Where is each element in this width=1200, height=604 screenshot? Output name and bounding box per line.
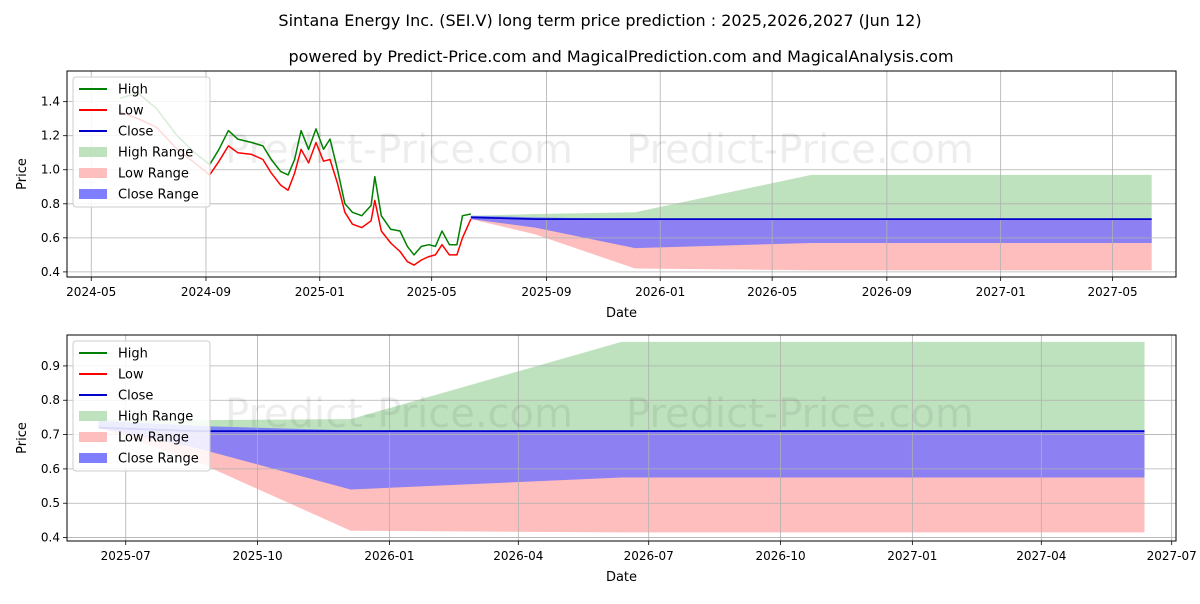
legend-label: High Range — [118, 410, 193, 425]
chart-subtitle: powered by Predict-Price.com and Magical… — [288, 47, 953, 66]
y-tick-label: 1.4 — [41, 95, 60, 109]
legend-label: Close Range — [118, 452, 199, 467]
legend-label: Low — [118, 104, 144, 119]
x-tick-label: 2026-05 — [747, 285, 797, 299]
legend-swatch-close-range — [79, 453, 107, 463]
y-tick-label: 0.4 — [41, 531, 60, 545]
legend-label: Low — [118, 368, 144, 383]
watermark-right: Predict-Price.com — [626, 391, 974, 437]
y-tick-label: 1.2 — [41, 129, 60, 143]
high-range-band — [470, 174, 1152, 220]
y-tick-label: 0.5 — [41, 496, 60, 510]
y-axis-label: Price — [15, 158, 30, 190]
close-series-line — [470, 216, 1152, 221]
y-tick-label: 0.8 — [41, 197, 60, 211]
legend-swatch-low-range — [79, 168, 107, 178]
x-tick-label: 2027-04 — [1016, 549, 1066, 563]
x-tick-label: 2025-10 — [232, 549, 282, 563]
high-series-line — [119, 92, 472, 256]
legend-box — [72, 340, 211, 472]
bottom-panel: 2025-07 2025-10 2026-01 2026-04 2026-07 2026-… — [15, 334, 1197, 585]
chart-title: Sintana Energy Inc. (SEI.V) long term pr… — [278, 11, 921, 30]
legend-label: Close Range — [118, 188, 199, 203]
legend-label: Low Range — [118, 167, 189, 182]
legend-label: Low Range — [118, 431, 189, 446]
legend: High Low Close High Range Low Range Close Ran… — [72, 76, 211, 208]
y-tick-label: 0.9 — [41, 359, 60, 373]
x-tick-label: 2026-09 — [862, 285, 912, 299]
close-range-band — [470, 215, 1152, 249]
x-tick-label: 2027-01 — [976, 285, 1026, 299]
axes-frame — [66, 70, 1177, 278]
x-tick-label: 2024-09 — [181, 285, 231, 299]
axes-frame — [66, 334, 1177, 542]
y-axis-label: Price — [15, 422, 30, 454]
x-tick-label: 2026-04 — [493, 549, 543, 563]
x-tick-label: 2024-05 — [66, 285, 116, 299]
legend-box — [72, 76, 211, 208]
watermark-left: Predict-Price.com — [225, 127, 573, 173]
x-tick-label: 2025-07 — [101, 549, 151, 563]
watermark-left: Predict-Price.com — [225, 391, 573, 437]
x-tick-label: 2026-01 — [364, 549, 414, 563]
x-tick-label: 2027-05 — [1088, 285, 1138, 299]
y-tick-label: 0.6 — [41, 462, 60, 476]
x-tick-label: 2027-01 — [887, 549, 937, 563]
y-tick-label: 0.4 — [41, 265, 60, 279]
x-tick-label: 2026-10 — [755, 549, 805, 563]
legend-label: High — [118, 83, 148, 98]
legend-label: High Range — [118, 146, 193, 161]
high-range-band — [98, 341, 1145, 432]
legend-swatch-low-range — [79, 432, 107, 442]
x-tick-label: 2026-01 — [635, 285, 685, 299]
x-tick-label: 2025-09 — [521, 285, 571, 299]
legend-label: High — [118, 347, 148, 362]
x-axis-label: Date — [606, 570, 637, 585]
low-series-line — [119, 111, 472, 266]
legend: High Low Close High Range Low Range Close Ran… — [72, 340, 211, 472]
legend-swatch-high-range — [79, 147, 107, 157]
x-tick-label: 2025-05 — [407, 285, 457, 299]
legend-swatch-high-range — [79, 411, 107, 421]
y-tick-label: 0.8 — [41, 393, 60, 407]
x-tick-label: 2026-07 — [624, 549, 674, 563]
x-tick-label: 2025-01 — [295, 285, 345, 299]
x-tick-label: 2027-07 — [1147, 549, 1197, 563]
y-tick-label: 0.6 — [41, 231, 60, 245]
x-axis-label: Date — [606, 306, 637, 321]
watermark-right: Predict-Price.com — [626, 127, 974, 173]
legend-label: Close — [118, 389, 153, 404]
panels: 2024-05 2024-09 2025-01 2025-05 2025-09 2026-… — [15, 70, 1197, 585]
close-range-band — [98, 420, 1145, 490]
top-panel: 2024-05 2024-09 2025-01 2025-05 2025-09 2026-… — [15, 70, 1177, 321]
legend-swatch-close-range — [79, 189, 107, 199]
y-tick-label: 0.7 — [41, 428, 60, 442]
legend-label: Close — [118, 125, 153, 140]
y-tick-label: 1.0 — [41, 163, 60, 177]
